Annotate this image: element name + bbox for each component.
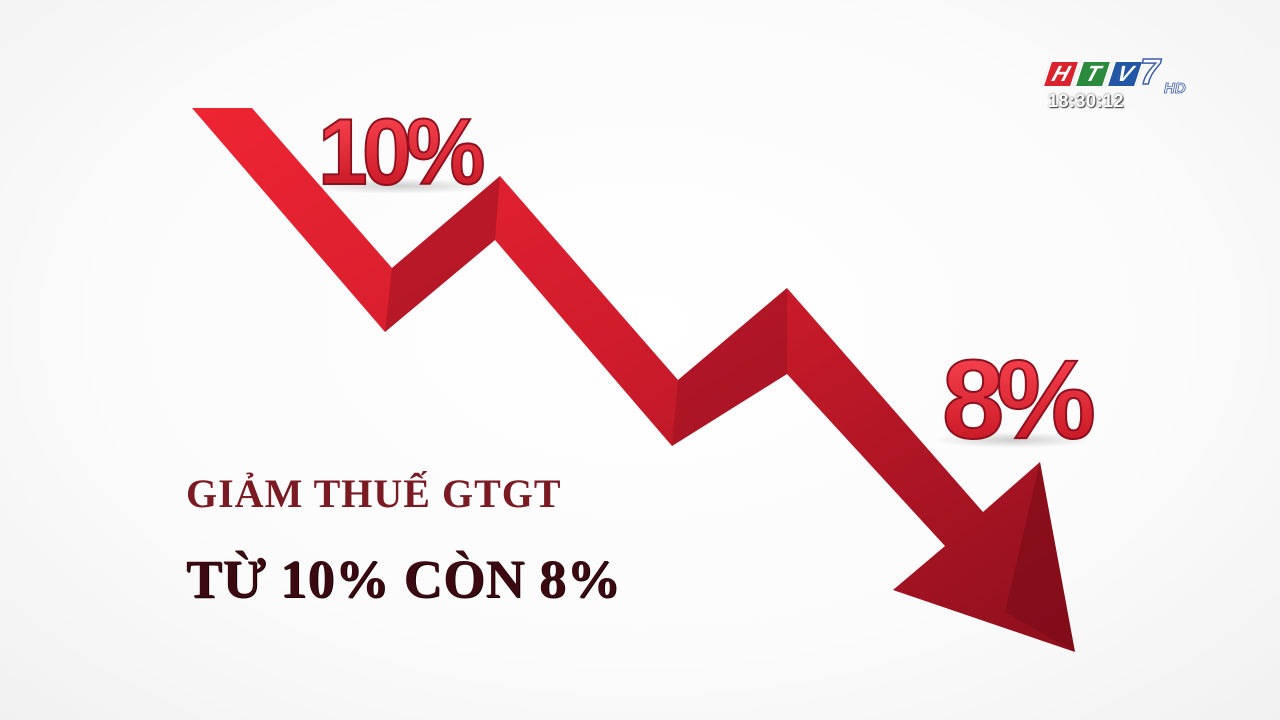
rate-before-text: 10%	[318, 100, 484, 205]
headline-line-2: TỪ 10% CÒN 8%	[186, 549, 621, 609]
hd-badge: HD	[1164, 80, 1186, 98]
headline-line-1: GIẢM THUẾ GTGT	[186, 471, 562, 516]
downward-arrow	[192, 108, 1075, 652]
rate-after-label: 8%	[932, 336, 1102, 463]
rate-after-text: 8%	[942, 337, 1093, 462]
broadcast-clock: 18:30:12	[1048, 91, 1125, 111]
channel-letters: H T V	[1041, 60, 1145, 88]
channel-number: 7	[1139, 51, 1161, 93]
rate-before-label: 10%	[305, 99, 495, 205]
channel-logo: H T V 7 HD 18:30:12	[1040, 51, 1200, 116]
channel-letter-v: V	[1105, 60, 1145, 88]
